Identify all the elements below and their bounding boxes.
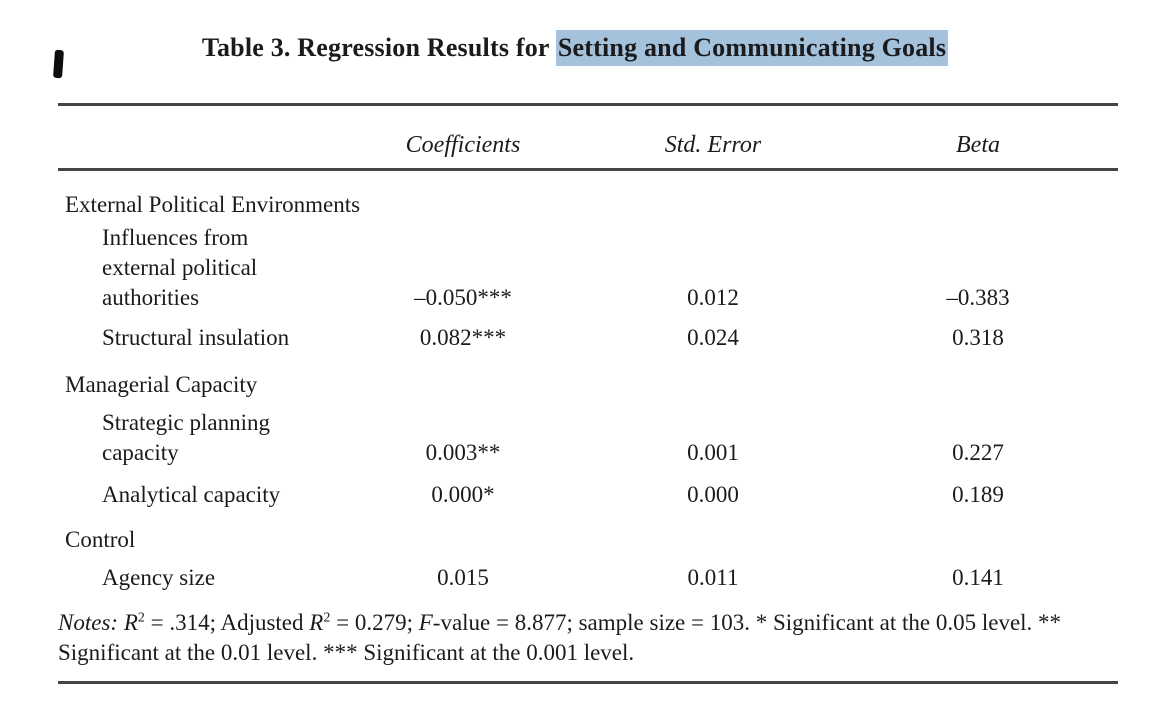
notes-superscript: 2 (137, 610, 145, 626)
notes-text: -value = 8.877; sample size = 103. * Sig… (58, 610, 1062, 665)
title-highlight-selection: Setting and Communicating Goals (555, 30, 949, 66)
paper-page: Table 3. Regression Results for Setting … (0, 30, 1150, 706)
table-row: Strategic planning capacity 0.003** 0.00… (58, 408, 1118, 468)
title-prefix: Table 3. Regression Results for (201, 33, 556, 62)
row-label: Structural insulation (102, 325, 290, 350)
column-header-beta: Beta (956, 132, 1000, 158)
row-label: Strategic planning capacity (102, 410, 270, 465)
table-row: Agency size 0.015 0.011 0.141 (58, 563, 1118, 593)
notes-r-squared: R (123, 610, 138, 635)
notes-text: = .314; Adjusted (144, 610, 310, 635)
notes-f-statistic: F (418, 610, 433, 635)
section-heading-external-political-environments: External Political Environments (65, 192, 361, 217)
beta-value: –0.383 (946, 285, 1010, 310)
coefficient-value: 0.000* (431, 482, 495, 507)
notes-superscript: 2 (323, 610, 331, 626)
table-header-rule (58, 168, 1118, 171)
table-notes: Notes: R2 = .314; Adjusted R2 = 0.279; F… (58, 608, 1118, 668)
beta-value: 0.141 (952, 565, 1004, 590)
coefficient-value: –0.050*** (414, 285, 512, 310)
beta-value: 0.227 (952, 440, 1004, 465)
beta-value: 0.189 (952, 482, 1004, 507)
column-header-std-error: Std. Error (664, 132, 762, 158)
std-error-value: 0.012 (687, 285, 739, 310)
notes-text: = 0.279; (330, 610, 419, 635)
page-title: Table 3. Regression Results for Setting … (20, 30, 1130, 66)
section-heading-managerial-capacity: Managerial Capacity (65, 372, 258, 397)
row-label: Analytical capacity (102, 482, 281, 507)
coefficient-value: 0.003** (425, 440, 501, 465)
table-row: Structural insulation 0.082*** 0.024 0.3… (58, 323, 1118, 353)
row-label: Agency size (102, 565, 216, 590)
coefficient-value: 0.082*** (419, 325, 507, 350)
table-header-row: Coefficients Std. Error Beta (58, 106, 1118, 168)
std-error-value: 0.001 (687, 440, 739, 465)
row-label: Influences from external political autho… (102, 225, 258, 310)
beta-value: 0.318 (952, 325, 1004, 350)
std-error-value: 0.011 (687, 565, 739, 590)
notes-r-squared: R (309, 610, 324, 635)
column-header-coefficients: Coefficients (405, 132, 521, 158)
coefficient-value: 0.015 (437, 565, 489, 590)
table-top-rule (58, 103, 1118, 106)
section-heading-control: Control (65, 527, 136, 552)
table-row: Analytical capacity 0.000* 0.000 0.189 (58, 480, 1118, 510)
table-container: Coefficients Std. Error Beta External Po… (58, 96, 1118, 684)
table-bottom-rule (58, 681, 1118, 684)
std-error-value: 0.024 (687, 325, 739, 350)
table-row: Influences from external political autho… (58, 223, 1118, 313)
std-error-value: 0.000 (687, 482, 739, 507)
scan-artifact-mark (53, 49, 64, 79)
notes-label: Notes: (58, 610, 119, 635)
